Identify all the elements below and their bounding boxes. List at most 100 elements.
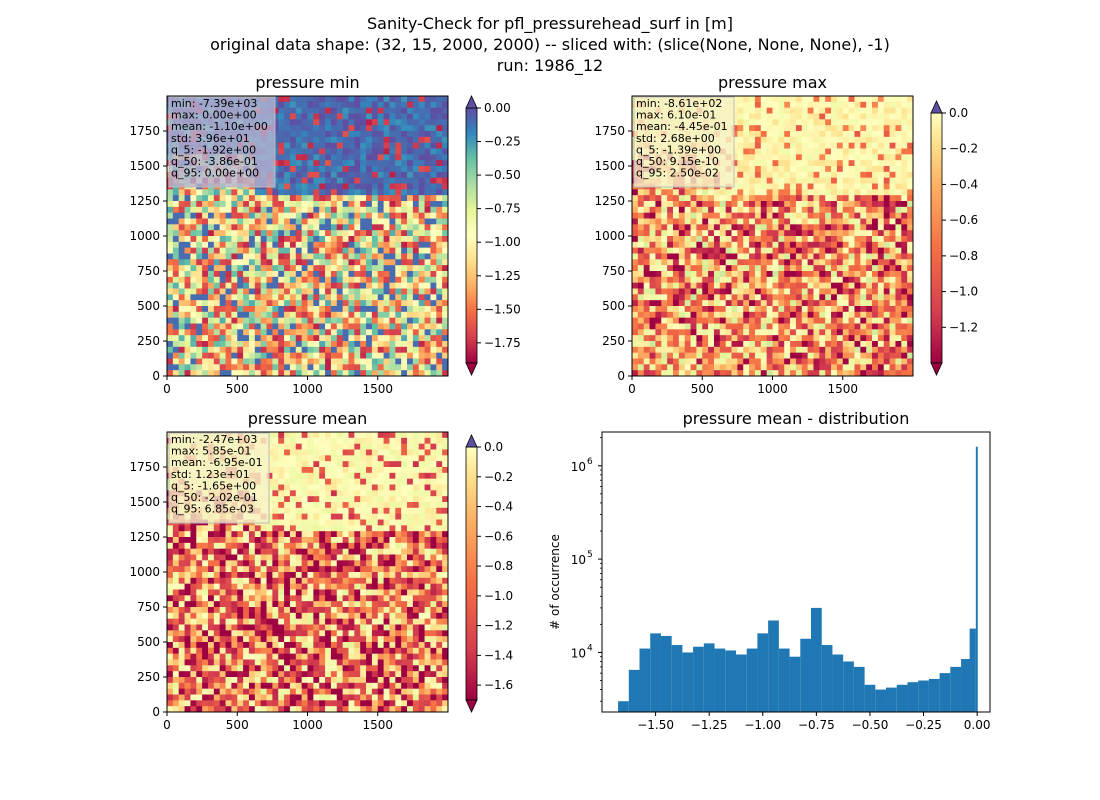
heatmap-cell: [248, 352, 256, 359]
heatmap-cell: [872, 125, 879, 132]
heatmap-cell: [667, 282, 674, 289]
heatmap-cell: [167, 195, 174, 202]
heatmap-cell: [172, 341, 180, 348]
heatmap-cell: [725, 341, 732, 348]
heatmap-cell: [872, 346, 879, 354]
heatmap-cell: [342, 288, 349, 295]
heatmap-cell: [866, 107, 873, 114]
heatmap-cell: [213, 241, 221, 249]
heatmap-cell: [424, 148, 431, 155]
heatmap-cell: [842, 166, 849, 173]
heatmap-cell: [301, 113, 308, 120]
heatmap-cell: [872, 160, 879, 167]
heatmap-cell: [737, 154, 744, 161]
heatmap-cell: [412, 131, 420, 138]
heatmap-cell: [237, 317, 244, 324]
heatmap-cell: [725, 212, 732, 219]
heatmap-cell: [801, 119, 809, 126]
heatmap-cell: [442, 358, 449, 365]
heatmap-cell: [260, 201, 267, 208]
heatmap-cell: [836, 306, 844, 313]
heatmap-cell: [436, 271, 443, 278]
heatmap-cell: [418, 201, 425, 208]
heatmap-cell: [684, 335, 691, 342]
heatmap-cell: [336, 276, 344, 284]
heatmap-cell: [284, 201, 291, 208]
heatmap-cell: [877, 300, 885, 307]
heatmap-cell: [284, 119, 291, 126]
heatmap-cell: [389, 455, 396, 462]
heatmap-cell: [813, 107, 820, 114]
heatmap-cell: [790, 276, 797, 284]
heatmap-cell: [825, 276, 832, 284]
heatmap-cell: [330, 96, 338, 103]
heatmap-cell: [412, 101, 420, 109]
heatmap-cell: [807, 259, 814, 266]
heatmap-cell: [872, 148, 879, 155]
heatmap-cell: [313, 166, 320, 173]
heatmap-cell: [184, 259, 191, 266]
heatmap-cell: [383, 212, 390, 219]
heatmap-cell: [907, 364, 914, 371]
heatmap-cell: [678, 253, 686, 260]
heatmap-cell: [860, 247, 867, 254]
heatmap-cell: [637, 224, 645, 231]
heatmap-cell: [325, 113, 332, 120]
heatmap-cell: [295, 171, 303, 179]
y-tick-label: 750: [602, 264, 625, 278]
heatmap-cell: [877, 195, 885, 202]
heatmap-cell: [807, 236, 814, 243]
heatmap-cell: [301, 437, 308, 445]
heatmap-cell: [243, 288, 250, 295]
heatmap-cell: [766, 329, 773, 336]
heatmap-cell: [401, 171, 408, 179]
heatmap-cell: [842, 364, 849, 371]
heatmap-cell: [348, 432, 355, 439]
stats-line: q_95: 0.00e+00: [171, 167, 259, 180]
heatmap-cell: [307, 311, 314, 319]
heatmap-cell: [877, 341, 885, 348]
heatmap-cell: [807, 352, 814, 359]
heatmap-cell: [766, 113, 773, 120]
heatmap-cell: [336, 311, 344, 319]
heatmap-cell: [790, 236, 797, 243]
heatmap-cell: [702, 201, 709, 208]
heatmap-cell: [737, 300, 744, 307]
heatmap-cell: [795, 183, 803, 190]
heatmap-cell: [313, 201, 320, 208]
heatmap-cell: [167, 352, 174, 359]
heatmap-cell: [354, 329, 361, 336]
heatmap-cell: [778, 335, 785, 342]
heatmap-cell: [430, 352, 437, 359]
heatmap-cell: [661, 323, 668, 330]
heatmap-cell: [266, 218, 273, 225]
heatmap-cell: [412, 265, 420, 272]
heatmap-cell: [172, 282, 180, 289]
heatmap-cell: [836, 189, 844, 196]
heatmap-cell: [436, 131, 443, 138]
heatmap-cell: [401, 449, 408, 456]
heatmap-cell: [813, 218, 820, 225]
stats-line: q_50: -3.86e-01: [171, 155, 258, 168]
heatmap-cell: [784, 317, 791, 324]
heatmap-cell: [713, 253, 721, 260]
heatmap-cell: [442, 449, 449, 456]
heatmap-cell: [772, 306, 779, 313]
heatmap-cell: [313, 224, 320, 231]
heatmap-cell: [637, 189, 645, 196]
heatmap-cell: [371, 358, 379, 365]
heatmap-cell: [655, 282, 662, 289]
heatmap-cell: [825, 364, 832, 371]
heatmap-cell: [354, 341, 361, 348]
heatmap-cell: [266, 253, 273, 260]
heatmap-cell: [672, 236, 680, 243]
heatmap-cell: [278, 432, 285, 439]
heatmap-cell: [848, 148, 855, 155]
heatmap-cell: [336, 300, 344, 307]
heatmap-cell: [661, 352, 668, 359]
heatmap-cell: [289, 218, 297, 225]
heatmap-cell: [377, 282, 384, 289]
heatmap-cell: [272, 113, 279, 120]
heatmap-cell: [749, 212, 756, 219]
heatmap-cell: [377, 437, 384, 445]
